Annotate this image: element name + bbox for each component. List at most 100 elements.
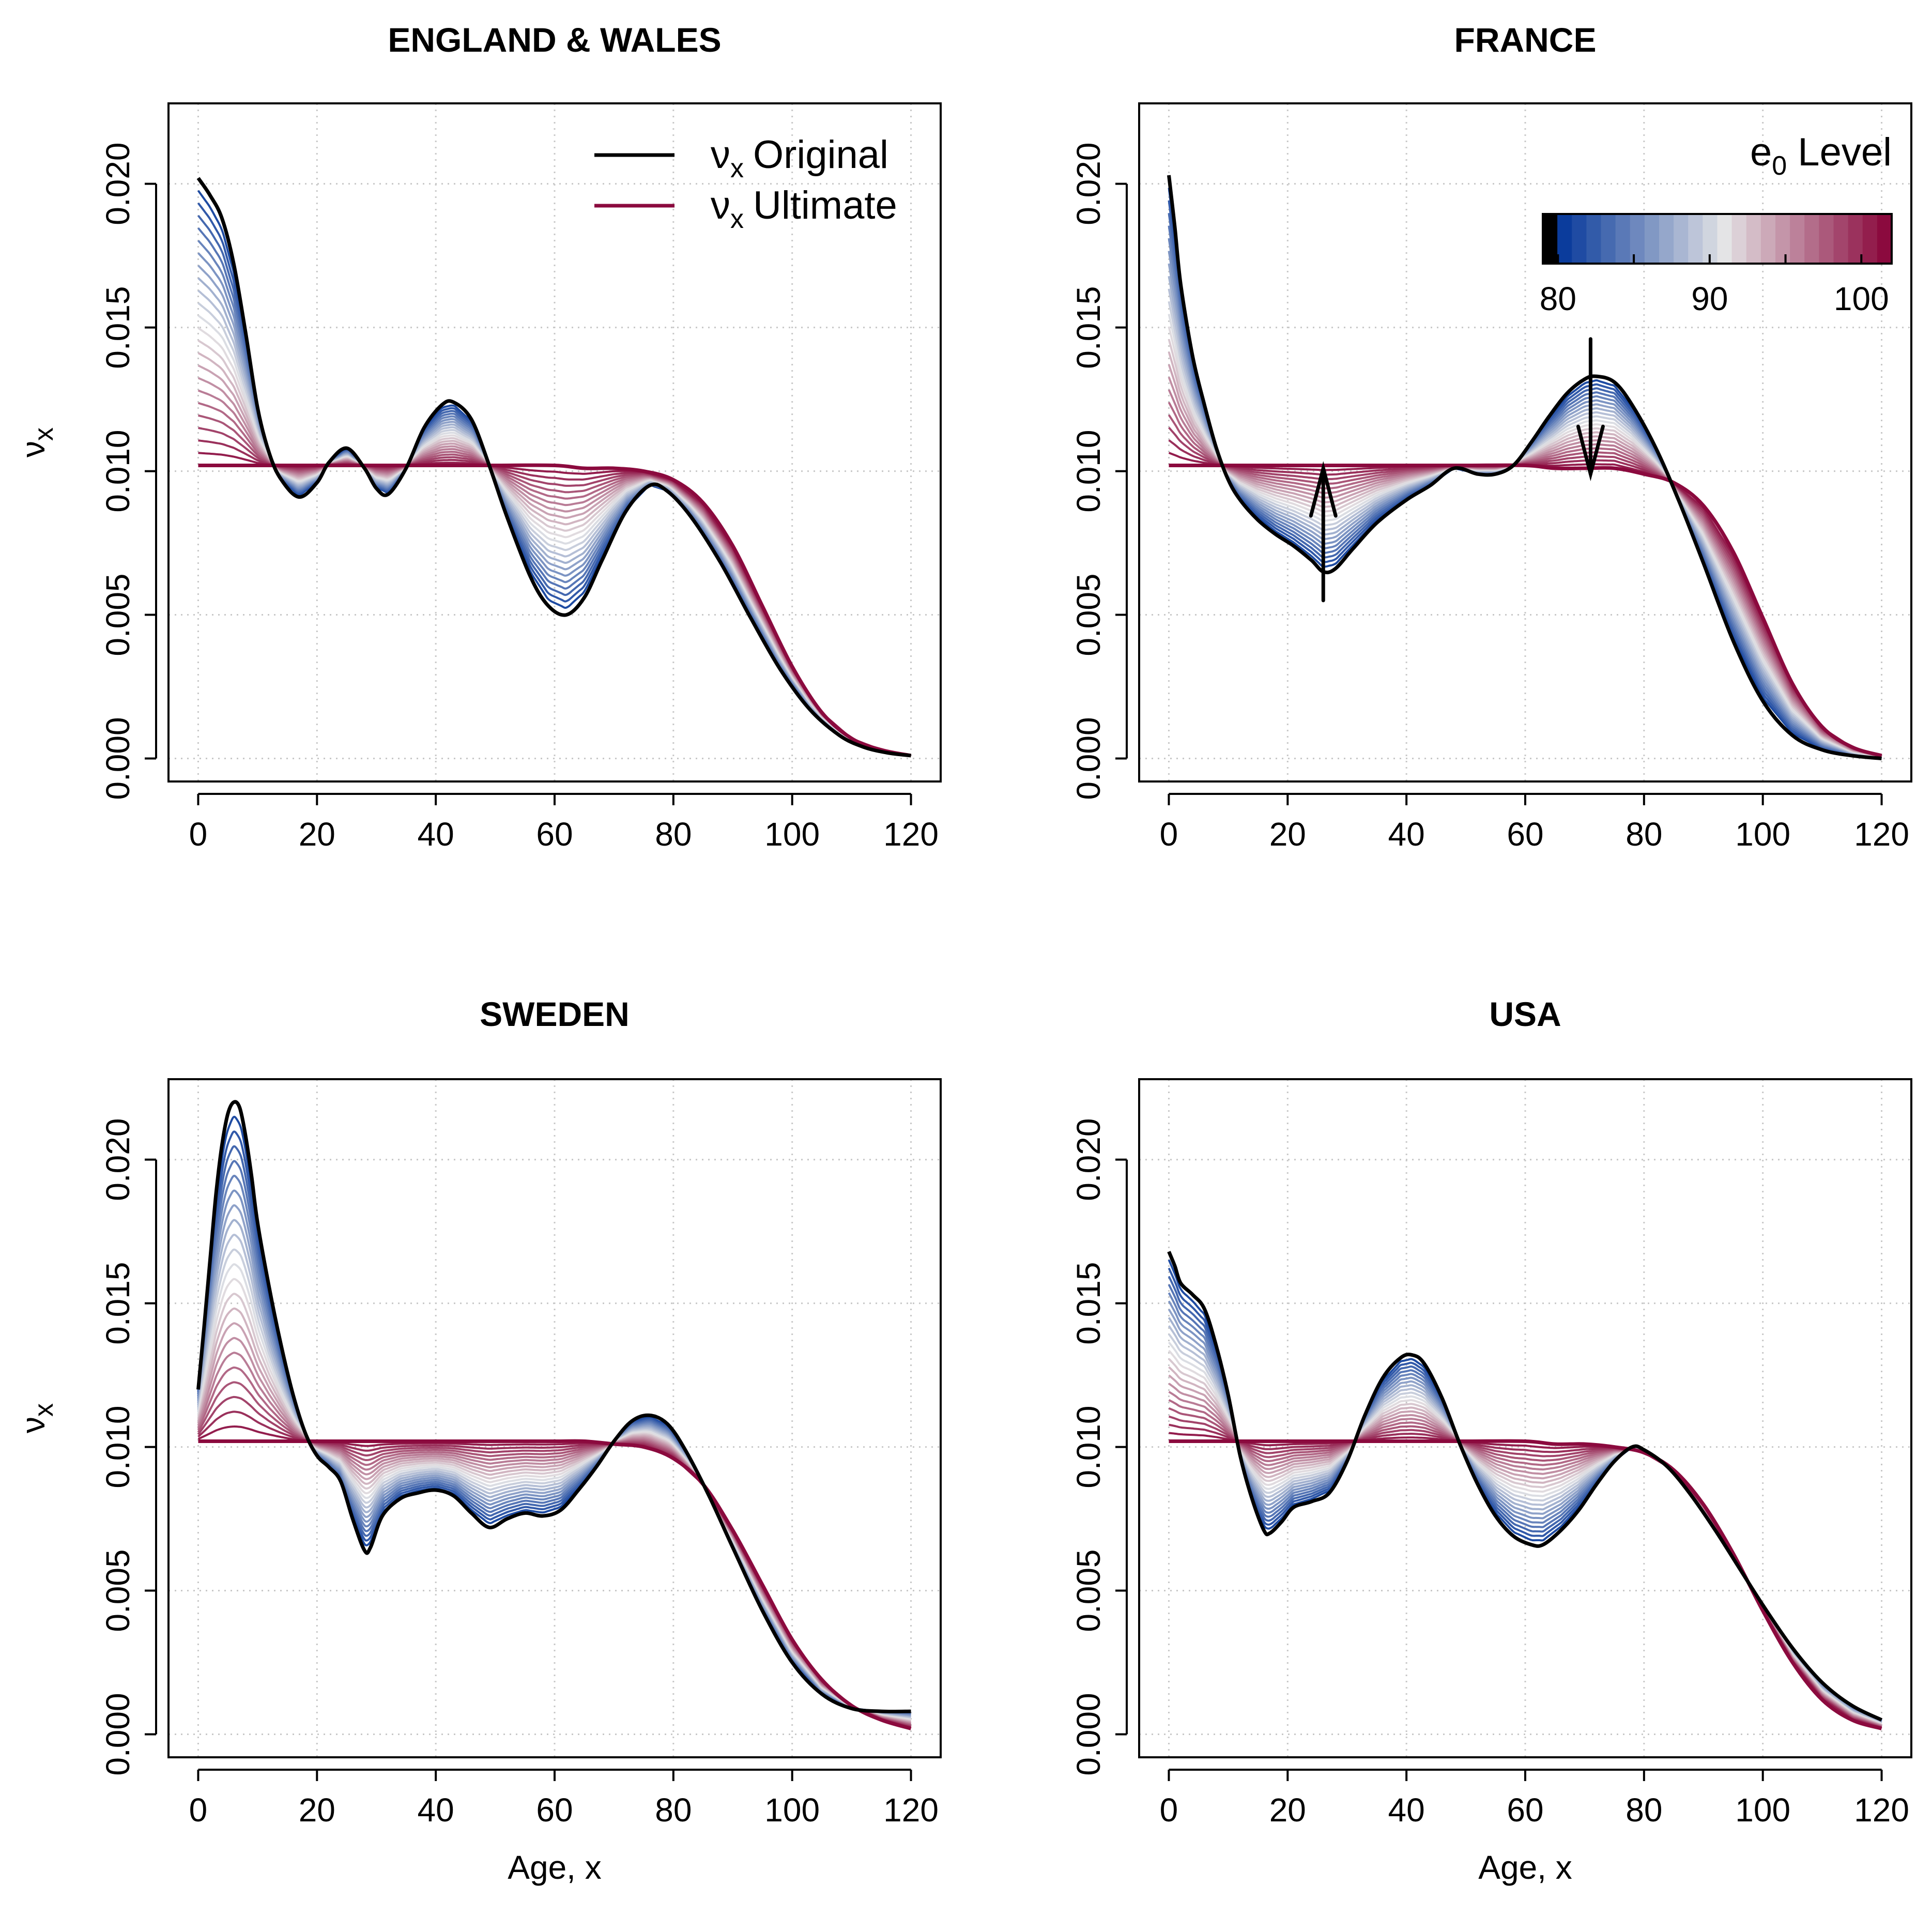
series-ultimate bbox=[1169, 1439, 1882, 1730]
plot-frame bbox=[1138, 102, 1912, 783]
colorbar-segment bbox=[1731, 214, 1747, 264]
x-tick-label: 20 bbox=[1269, 1791, 1306, 1829]
y-axis-label: νx bbox=[14, 427, 59, 457]
colorbar-segment bbox=[1717, 214, 1732, 264]
x-axis: 0 20 40 60 80 100 120 bbox=[1160, 793, 1909, 853]
x-tick-label: 0 bbox=[189, 1791, 208, 1829]
y-tick-label: 0.020 bbox=[1070, 143, 1107, 225]
panel-france: 0 20 40 60 80 100 120 0.000 0.005 0.010 0.015 0.020… bbox=[1070, 21, 1912, 853]
arrow-head bbox=[1576, 424, 1605, 482]
x-tick-label: 0 bbox=[1160, 816, 1178, 853]
plot-frame bbox=[1138, 1078, 1912, 1758]
x-tick-label: 100 bbox=[1735, 816, 1790, 853]
panel-england-wales: 0 20 40 60 80 100 120 0.000 0.005 0.010 0.015 0.020… bbox=[14, 21, 942, 853]
colorbar-title-subscript: 0 bbox=[1772, 151, 1787, 181]
plot-frame bbox=[167, 1078, 942, 1758]
colorbar-segment bbox=[1804, 214, 1819, 264]
series-original bbox=[1167, 1251, 1883, 1722]
colorbar-segment bbox=[1557, 214, 1572, 264]
y-tick-label: 0.015 bbox=[1070, 286, 1107, 369]
colorbar-tick-label: 100 bbox=[1834, 280, 1889, 317]
x-tick-label: 60 bbox=[1507, 1791, 1543, 1829]
x-tick-label: 100 bbox=[764, 816, 820, 853]
legend-label: νx Ultimate bbox=[711, 183, 897, 234]
x-tick-label: 20 bbox=[299, 1791, 335, 1829]
colorbar-segment bbox=[1543, 214, 1558, 264]
x-tick-label: 40 bbox=[418, 816, 454, 853]
x-tick-label: 40 bbox=[418, 1791, 454, 1829]
x-axis: 0 20 40 60 80 100 120 bbox=[189, 1769, 939, 1829]
colorbar: 80 90 100 e0 Level bbox=[1540, 130, 1893, 317]
colorbar-segment bbox=[1644, 214, 1660, 264]
y-tick-label: 0.005 bbox=[99, 573, 136, 656]
panel-sweden: 0 20 40 60 80 100 120 Age, x 0.000 0.005 0.010 0.01… bbox=[14, 995, 942, 1886]
x-tick-label: 100 bbox=[1735, 1791, 1790, 1829]
y-tick-label: 0.015 bbox=[99, 286, 136, 369]
series-ultimate bbox=[198, 1439, 912, 1730]
colorbar-frame bbox=[1542, 213, 1893, 265]
legend-symbol: ν bbox=[711, 183, 730, 227]
y-tick-label: 0.010 bbox=[99, 430, 136, 513]
x-axis-label: Age, x bbox=[508, 1849, 601, 1886]
colorbar-segment bbox=[1630, 214, 1645, 264]
panel-title: USA bbox=[1489, 995, 1561, 1033]
colorbar-segment bbox=[1790, 214, 1805, 264]
legend-symbol: ν bbox=[711, 133, 730, 177]
colorbar-segment bbox=[1819, 214, 1834, 264]
arrows bbox=[1309, 337, 1605, 603]
x-tick-label: 80 bbox=[655, 1791, 692, 1829]
colorbar-tick-label: 80 bbox=[1540, 280, 1576, 317]
y-tick-label: 0.010 bbox=[99, 1406, 136, 1489]
colorbar-segment bbox=[1659, 214, 1674, 264]
y-tick-label: 0.005 bbox=[99, 1549, 136, 1632]
colorbar-segment bbox=[1775, 214, 1790, 264]
y-tick-label: 0.000 bbox=[1070, 1693, 1107, 1775]
y-tick-label: 0.015 bbox=[1070, 1262, 1107, 1345]
series-original bbox=[196, 1100, 911, 1713]
x-axis: 0 20 40 60 80 100 120 bbox=[1160, 1769, 1909, 1829]
legend-label: νx Original bbox=[711, 133, 888, 183]
y-tick-label: 0.000 bbox=[1070, 717, 1107, 800]
y-tick-label: 0.020 bbox=[99, 143, 136, 225]
y-tick-label: 0.015 bbox=[99, 1262, 136, 1345]
x-axis: 0 20 40 60 80 100 120 bbox=[189, 793, 939, 853]
y-axis-label: νx bbox=[14, 1403, 59, 1433]
y-tick-label: 0.020 bbox=[1070, 1118, 1107, 1201]
x-tick-label: 80 bbox=[1626, 816, 1662, 853]
y-tick-label: 0.005 bbox=[1070, 1549, 1107, 1632]
y-axis-label-symbol: ν bbox=[14, 441, 52, 457]
panel-usa: 0 20 40 60 80 100 120 Age, x 0.000 0.005 0.010 0.01… bbox=[1070, 995, 1912, 1886]
y-axis: 0.000 0.005 0.010 0.015 0.020 bbox=[1070, 143, 1128, 800]
plot-frame bbox=[167, 102, 942, 783]
colorbar-segment bbox=[1601, 214, 1616, 264]
legend: νx Original νx Ultimate bbox=[594, 133, 897, 234]
colorbar-segment bbox=[1674, 214, 1689, 264]
panel-title: ENGLAND & WALES bbox=[388, 21, 721, 59]
y-axis-label-subscript: x bbox=[29, 427, 59, 441]
legend-subscript: x bbox=[730, 204, 744, 234]
colorbar-tick-label: 90 bbox=[1691, 280, 1728, 317]
x-axis-label: Age, x bbox=[1478, 1849, 1572, 1886]
colorbar-segment bbox=[1760, 214, 1776, 264]
legend-subscript: x bbox=[730, 154, 744, 183]
colorbar-segment bbox=[1586, 214, 1602, 264]
colorbar-segment bbox=[1833, 214, 1849, 264]
series-original bbox=[1167, 175, 1882, 760]
x-tick-label: 0 bbox=[189, 816, 208, 853]
x-tick-label: 60 bbox=[536, 1791, 573, 1829]
legend-text: Ultimate bbox=[753, 183, 897, 227]
x-tick-label: 40 bbox=[1388, 816, 1425, 853]
x-tick-label: 120 bbox=[1854, 816, 1909, 853]
x-tick-label: 100 bbox=[764, 1791, 820, 1829]
x-tick-label: 80 bbox=[1626, 1791, 1662, 1829]
x-tick-label: 80 bbox=[655, 816, 692, 853]
panel-title: FRANCE bbox=[1454, 21, 1597, 59]
series-original bbox=[196, 177, 911, 758]
colorbar-segment bbox=[1862, 214, 1878, 264]
y-tick-label: 0.010 bbox=[1070, 430, 1107, 513]
colorbar-segment bbox=[1746, 214, 1761, 264]
x-tick-label: 0 bbox=[1160, 1791, 1178, 1829]
x-tick-label: 120 bbox=[883, 1791, 939, 1829]
x-tick-label: 40 bbox=[1388, 1791, 1425, 1829]
